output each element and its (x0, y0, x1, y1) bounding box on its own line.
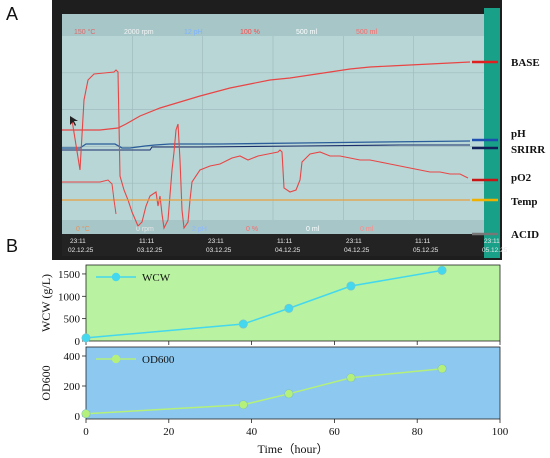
footer-scale-label: 0 rpm (136, 226, 154, 233)
legend-label-temp: Temp (511, 196, 538, 208)
time-axis-date: 04.12.25 (275, 247, 301, 254)
data-point (284, 303, 294, 313)
time-axis-date: 03.12.25 (206, 247, 232, 254)
screen-footer-band (62, 220, 484, 234)
y-tick-label: 1000 (58, 291, 81, 303)
acid-trace (62, 179, 117, 215)
panel-a-legend: BASE pH SRIRR pO2 Temp ACID (472, 57, 546, 241)
y-axis-label: WCW (g/L) (39, 274, 53, 332)
time-axis-date: 03.12.25 (137, 247, 163, 254)
srirr-trace (62, 144, 470, 151)
time-axis-date: 04.12.25 (344, 247, 370, 254)
y-axis-label: OD600 (39, 365, 53, 400)
legend-marker (111, 354, 121, 364)
od600-chart: 0 200 400 0 20 40 60 80 100 OD600 Time（hour） OD600 (39, 346, 509, 456)
header-scale-label: 2000 rpm (124, 29, 154, 36)
panel-a-letter: A (6, 4, 18, 24)
y-tick-label: 500 (64, 314, 81, 326)
legend-label-srirr: SRIRR (511, 144, 546, 156)
x-axis-label: Time（hour） (258, 442, 329, 456)
legend-marker (111, 272, 121, 282)
screen-footer-scale-labels: 0 °C 0 rpm 2 pH 0 % 0 ml 0 ml (76, 225, 374, 233)
base-trace (62, 61, 471, 131)
data-point (284, 389, 294, 399)
data-point (346, 373, 356, 383)
x-tick-label: 40 (246, 426, 258, 438)
header-scale-label: 500 ml (356, 29, 377, 36)
legend-label-acid: ACID (511, 229, 539, 241)
header-scale-label: 150 °C (74, 28, 95, 36)
time-axis-time: 11:11 (139, 238, 155, 245)
legend-label-po2: pO2 (511, 172, 532, 184)
time-axis-time: 11:11 (415, 238, 431, 245)
panel-b-letter: B (6, 236, 18, 256)
time-axis-band (62, 234, 484, 256)
time-axis-time: 23:11 (346, 238, 362, 245)
y-tick-label: 1500 (58, 269, 81, 281)
header-scale-label: 100 % (240, 29, 260, 36)
screen-header-scale-labels: 150 °C 2000 rpm 12 pH 100 % 500 ml 500 ml (74, 28, 377, 36)
data-point (238, 319, 248, 329)
data-point (437, 265, 447, 275)
screen-header-band (62, 14, 484, 36)
time-axis-time: 23:11 (484, 238, 500, 245)
header-scale-label: 500 ml (296, 29, 317, 36)
legend-label: OD600 (142, 354, 175, 366)
monitor-photo: 150 °C 2000 rpm 12 pH 100 % 500 ml 500 ml 0 °… (52, 0, 508, 260)
footer-scale-label: 0 °C (76, 225, 90, 233)
x-tick-label: 80 (412, 426, 424, 438)
footer-scale-label: 0 ml (360, 226, 374, 233)
footer-scale-label: 2 pH (192, 226, 207, 233)
data-point (437, 364, 447, 374)
legend-label-ph: pH (511, 128, 526, 140)
ph-trace (62, 140, 471, 149)
x-tick-label: 20 (163, 426, 175, 438)
screen-grid (62, 36, 484, 220)
plot-area (85, 264, 501, 342)
footer-scale-label: 0 % (246, 226, 258, 233)
x-tick-label: 100 (492, 426, 509, 438)
header-scale-label: 12 pH (184, 29, 203, 36)
wcw-chart: 0 500 1000 1500 WCW (g/L) WCW (39, 264, 501, 348)
legend-label-base: BASE (511, 57, 540, 69)
time-axis-date: 05.12.25 (413, 247, 439, 254)
time-axis-date: 02.12.25 (68, 247, 94, 254)
legend-label: WCW (142, 272, 171, 284)
time-axis-time: 23:11 (208, 238, 224, 245)
data-point (346, 281, 356, 291)
y-tick-label: 0 (75, 336, 81, 348)
data-point (81, 333, 91, 343)
x-tick-label: 60 (329, 426, 341, 438)
mouse-cursor-icon (70, 116, 78, 126)
time-axis-date: 05.12.25 (482, 247, 508, 254)
data-point (238, 400, 248, 410)
footer-scale-label: 0 ml (306, 226, 320, 233)
plot-area (85, 346, 501, 420)
y-tick-label: 0 (75, 411, 81, 423)
time-axis-time: 23:11 (70, 238, 86, 245)
y-tick-label: 400 (64, 351, 81, 363)
data-point (81, 409, 91, 419)
screen-time-axis: 23:11 02.12.25 11:11 03.12.25 23:11 03.12.25 1… (68, 238, 508, 254)
monitor-frame-edge (484, 8, 500, 258)
x-tick-label: 0 (83, 426, 89, 438)
y-tick-label: 200 (64, 381, 81, 393)
time-axis-time: 11:11 (277, 238, 293, 245)
